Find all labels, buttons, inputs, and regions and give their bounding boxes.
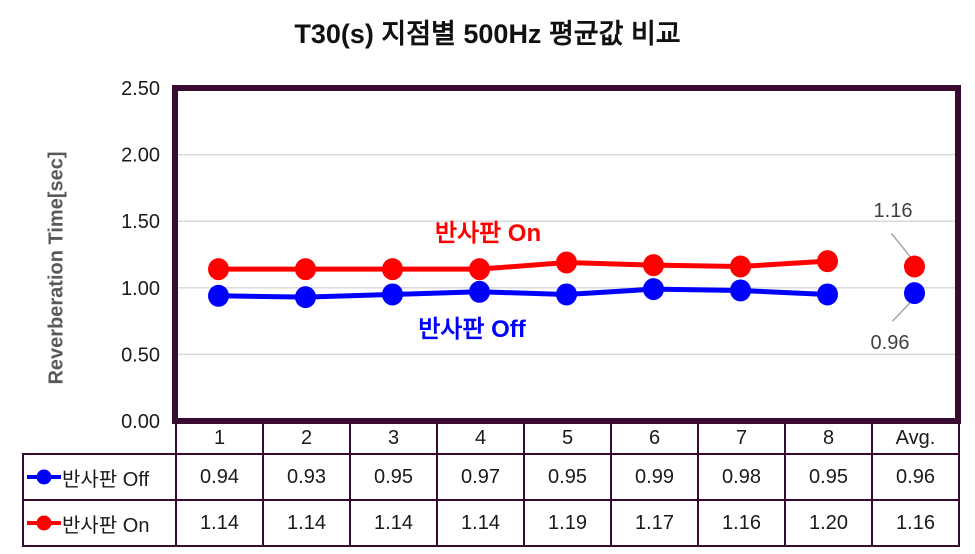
data-point-marker [295,258,316,281]
series-label-off: 반사판 Off [418,316,526,343]
value-cell: 1.14 [175,499,264,547]
value-cell: 0.97 [436,453,525,501]
data-point-marker [295,286,316,309]
plot-frame [172,85,961,424]
data-table: 1 2 3 4 5 6 7 8 Avg. 반사판 Off 0.94 0.93 [22,424,960,547]
table-col-header: 1 [175,424,264,455]
data-point-marker [817,283,838,306]
y-tick-label: 0.00 [121,411,160,433]
series-line [218,258,828,272]
data-point-marker [469,280,490,303]
data-point-marker [208,284,229,307]
value-cell: 0.98 [697,453,786,501]
data-point-marker [556,283,577,306]
table-col-header: Avg. [871,424,960,455]
value-cell: 0.96 [871,453,960,501]
legend-cell-off: 반사판 Off [22,453,177,501]
y-tick-label: 2.50 [121,78,160,100]
data-point-marker [469,258,490,281]
value-cell: 0.95 [349,453,438,501]
table-col-header: 2 [262,424,351,455]
value-cell: 1.14 [262,499,351,547]
y-tick-label: 0.50 [121,344,160,366]
data-point-marker [208,258,229,281]
table-row-off: 반사판 Off 0.94 0.93 0.95 0.97 0.95 0.99 0.… [22,453,960,501]
y-tick-label: 2.00 [121,145,160,167]
data-point-marker [904,282,925,305]
table-row-on: 반사판 On 1.14 1.14 1.14 1.14 1.19 1.17 1.1… [22,499,960,547]
table-col-header: 8 [784,424,873,455]
table-corner-blank [23,424,176,454]
data-point-marker [730,279,751,302]
value-cell: 1.19 [523,499,612,547]
value-cell: 1.14 [349,499,438,547]
value-cell: 0.95 [784,453,873,501]
series-label-on: 반사판 On [434,220,542,247]
value-cell: 0.93 [262,453,351,501]
series-line [218,286,828,300]
series-name-off: 반사판 Off [62,468,150,491]
value-cell: 0.99 [610,453,699,501]
data-point-marker [556,251,577,274]
value-cell: 0.94 [175,453,264,501]
data-point-marker [817,250,838,273]
value-cell: 1.20 [784,499,873,547]
series-marker-off-icon [27,469,61,485]
series-name-on: 반사판 On [62,514,150,537]
legend-cell-on: 반사판 On [22,499,177,547]
table-col-header: 7 [697,424,786,455]
table-col-header: 6 [610,424,699,455]
data-point-marker [382,258,403,281]
value-cell: 1.14 [436,499,525,547]
value-cell: 1.17 [610,499,699,547]
table-col-header: 3 [349,424,438,455]
data-point-marker [382,283,403,306]
data-point-marker [904,255,925,278]
data-point-marker [643,254,664,277]
value-cell: 0.95 [523,453,612,501]
series-marker-on-icon [27,515,61,531]
avg-data-label-on: 1.16 [873,200,913,222]
chart-title: T30(s) 지점별 500Hz 평균값 비교 [294,19,681,49]
table-header-row: 1 2 3 4 5 6 7 8 Avg. [23,424,960,455]
table-col-header: 4 [436,424,525,455]
data-point-marker [730,255,751,278]
value-cell: 1.16 [697,499,786,547]
y-tick-label: 1.50 [121,211,160,233]
value-cell: 1.16 [871,499,960,547]
y-tick-label: 1.00 [121,278,160,300]
table-col-header: 5 [523,424,612,455]
data-point-marker [643,278,664,301]
legend-marker [36,515,52,531]
avg-data-label-off: 0.96 [870,332,910,354]
legend-marker [36,469,52,485]
